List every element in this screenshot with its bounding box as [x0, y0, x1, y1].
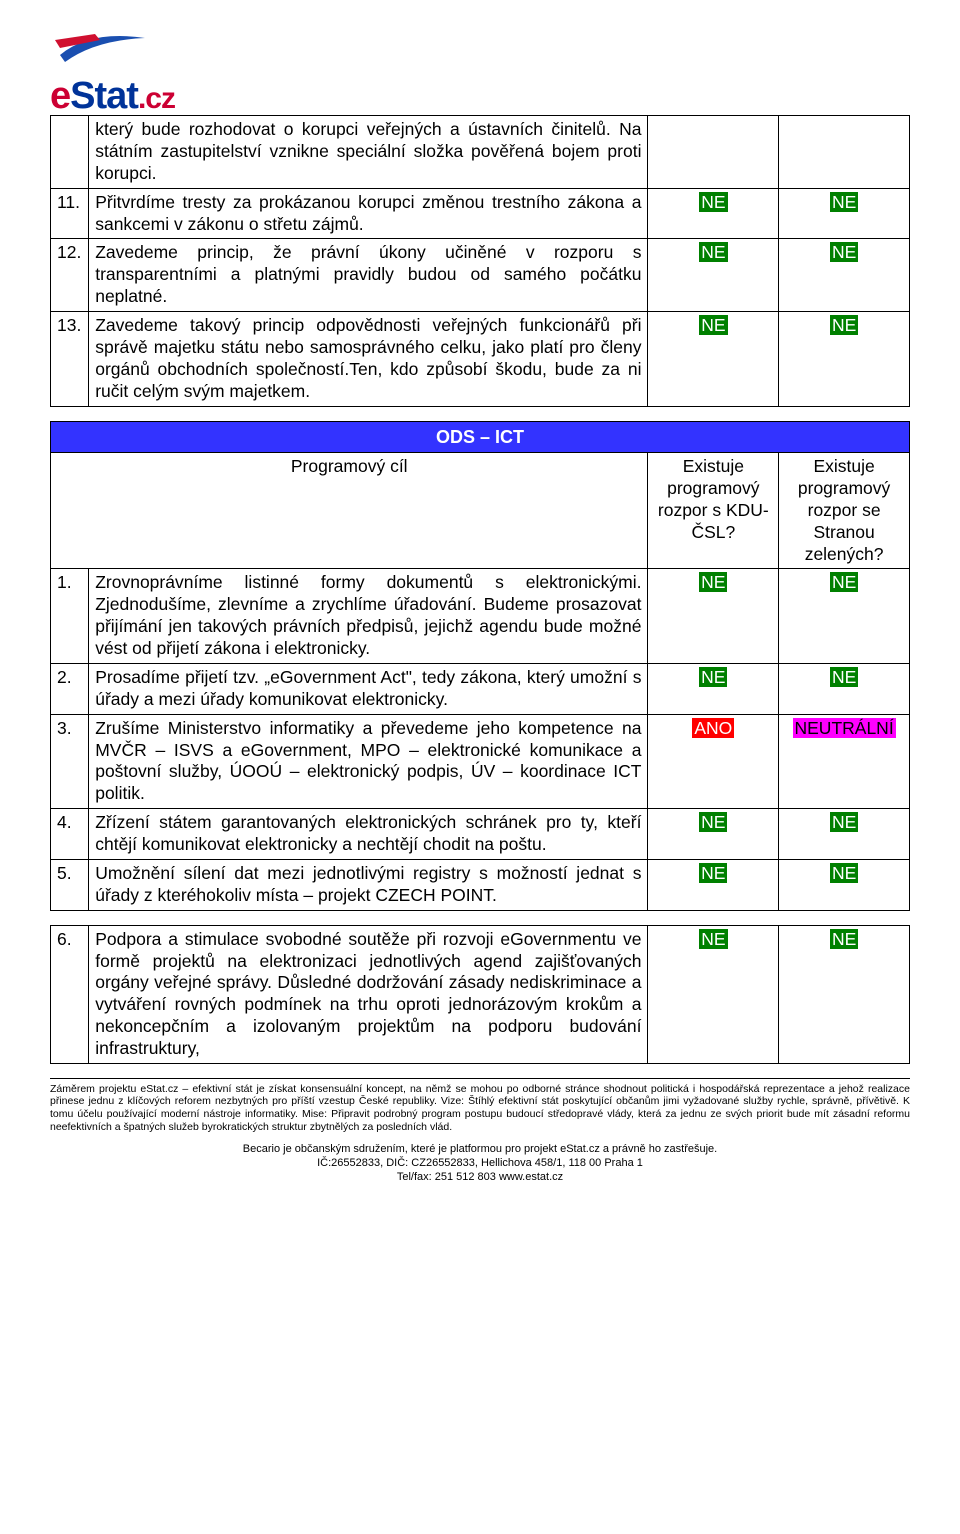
footer-line3: Tel/fax: 251 512 803 www.estat.cz — [50, 1171, 910, 1185]
table-row: 5.Umožnění sílení dat mezi jednotlivými … — [51, 859, 910, 910]
row-val2: NEUTRÁLNÍ — [779, 714, 910, 809]
footer-line2: IČ:26552833, DIČ: CZ26552833, Hellichova… — [50, 1157, 910, 1171]
table-ods-ict-6: 6.Podpora a stimulace svobodné soutěže p… — [50, 925, 910, 1064]
swoosh-icon — [50, 20, 160, 70]
value-badge: NE — [830, 192, 858, 212]
row-text: Přitvrdíme tresty za prokázanou korupci … — [89, 188, 648, 239]
row-text: Zavedeme takový princip odpovědnosti veř… — [89, 312, 648, 407]
row-number: 11. — [51, 188, 89, 239]
col-header-goal: Programový cíl — [51, 453, 648, 569]
row-val1: NE — [648, 569, 779, 664]
row-text: Podpora a stimulace svobodné soutěže při… — [89, 925, 648, 1063]
value-badge: NE — [830, 242, 858, 262]
row-number — [51, 116, 89, 189]
value-badge: NE — [699, 863, 727, 883]
footer-paragraph: Záměrem projektu eStat.cz – efektivní st… — [50, 1083, 910, 1133]
row-number: 12. — [51, 239, 89, 312]
row-val1: NE — [648, 859, 779, 910]
value-badge: NE — [830, 863, 858, 883]
row-val2: NE — [779, 663, 910, 714]
logo-text: eStat.cz — [50, 75, 175, 117]
value-badge: NE — [830, 572, 858, 592]
value-badge: NE — [699, 667, 727, 687]
row-text: Zrovnoprávníme listinné formy dokumentů … — [89, 569, 648, 664]
value-badge: NE — [830, 315, 858, 335]
row-val1: NE — [648, 925, 779, 1063]
table-row: 2.Prosadíme přijetí tzv. „eGovernment Ac… — [51, 663, 910, 714]
row-val1: NE — [648, 239, 779, 312]
row-val2: NE — [779, 859, 910, 910]
row-number: 3. — [51, 714, 89, 809]
table-row: 1.Zrovnoprávníme listinné formy dokument… — [51, 569, 910, 664]
row-val2: NE — [779, 239, 910, 312]
row-val2: NE — [779, 809, 910, 860]
row-val2: NE — [779, 925, 910, 1063]
table-row: který bude rozhodovat o korupci veřejnýc… — [51, 116, 910, 189]
row-text: Zrušíme Ministerstvo informatiky a převe… — [89, 714, 648, 809]
table-ods-ict: ODS – ICT Programový cíl Existuje progra… — [50, 421, 910, 911]
row-number: 1. — [51, 569, 89, 664]
table-corruption: který bude rozhodovat o korupci veřejnýc… — [50, 115, 910, 407]
value-badge: NE — [699, 242, 727, 262]
table-row: 4.Zřízení státem garantovaných elektroni… — [51, 809, 910, 860]
row-text: Umožnění sílení dat mezi jednotlivými re… — [89, 859, 648, 910]
row-val1: NE — [648, 809, 779, 860]
value-badge: NE — [830, 667, 858, 687]
value-badge: NE — [699, 192, 727, 212]
table-row: 11.Přitvrdíme tresty za prokázanou korup… — [51, 188, 910, 239]
row-val2 — [779, 116, 910, 189]
value-badge: NE — [699, 812, 727, 832]
value-badge: NE — [699, 929, 727, 949]
table-row: 6.Podpora a stimulace svobodné soutěže p… — [51, 925, 910, 1063]
footer-line1: Becario je občanským sdružením, které je… — [50, 1143, 910, 1157]
value-badge: NEUTRÁLNÍ — [793, 718, 896, 738]
section-header: ODS – ICT — [51, 421, 910, 453]
row-val2: NE — [779, 569, 910, 664]
row-text: Prosadíme přijetí tzv. „eGovernment Act"… — [89, 663, 648, 714]
col-header-kdu: Existuje programový rozpor s KDU-ČSL? — [648, 453, 779, 569]
table-row: 12.Zavedeme princip, že právní úkony uči… — [51, 239, 910, 312]
row-val1: NE — [648, 312, 779, 407]
logo: eStat.cz — [50, 20, 910, 105]
col-header-sz: Existuje programový rozpor se Stranou ze… — [779, 453, 910, 569]
row-val1: NE — [648, 663, 779, 714]
table-row: 13.Zavedeme takový princip odpovědnosti … — [51, 312, 910, 407]
row-val1 — [648, 116, 779, 189]
row-text: Zavedeme princip, že právní úkony učiněn… — [89, 239, 648, 312]
footer-contact: Becario je občanským sdružením, které je… — [50, 1143, 910, 1184]
value-badge: NE — [699, 572, 727, 592]
value-badge: ANO — [692, 718, 734, 738]
row-text: který bude rozhodovat o korupci veřejnýc… — [89, 116, 648, 189]
row-number: 5. — [51, 859, 89, 910]
row-val2: NE — [779, 188, 910, 239]
table-row: 3.Zrušíme Ministerstvo informatiky a pře… — [51, 714, 910, 809]
row-val1: NE — [648, 188, 779, 239]
value-badge: NE — [830, 812, 858, 832]
row-val2: NE — [779, 312, 910, 407]
row-val1: ANO — [648, 714, 779, 809]
value-badge: NE — [830, 929, 858, 949]
row-number: 6. — [51, 925, 89, 1063]
footer-separator — [50, 1078, 910, 1079]
row-number: 2. — [51, 663, 89, 714]
value-badge: NE — [699, 315, 727, 335]
row-number: 4. — [51, 809, 89, 860]
row-text: Zřízení státem garantovaných elektronick… — [89, 809, 648, 860]
row-number: 13. — [51, 312, 89, 407]
